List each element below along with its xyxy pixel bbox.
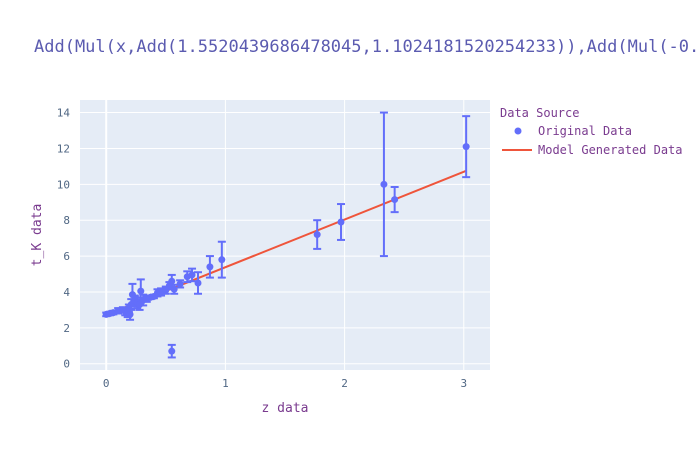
x-tick-label: 2 [341, 377, 348, 390]
data-point[interactable] [176, 280, 184, 288]
legend[interactable]: Data Source Original Data Model Generate… [500, 106, 683, 157]
data-point[interactable] [168, 347, 176, 355]
legend-label-model: Model Generated Data [538, 143, 683, 157]
y-tick-label: 4 [63, 286, 70, 299]
data-point[interactable] [218, 256, 226, 264]
y-tick-labels: 0 2 4 6 8 10 12 14 [57, 107, 71, 371]
plot-area [80, 100, 490, 370]
y-tick-label: 10 [57, 178, 70, 191]
y-tick-label: 14 [57, 107, 71, 120]
data-point[interactable] [337, 218, 345, 226]
x-tick-labels: 0 1 2 3 [103, 377, 467, 390]
data-point[interactable] [126, 310, 134, 318]
legend-marker-original [514, 127, 522, 135]
legend-label-original: Original Data [538, 124, 632, 138]
x-tick-label: 1 [222, 377, 229, 390]
data-point[interactable] [380, 180, 388, 188]
data-point[interactable] [206, 263, 214, 271]
data-point[interactable] [313, 231, 321, 239]
legend-item-original[interactable]: Original Data [514, 124, 632, 138]
y-axis-label: t_K data [30, 204, 45, 267]
y-tick-label: 2 [63, 322, 70, 335]
grid-lines [80, 100, 490, 370]
data-point[interactable] [170, 285, 178, 293]
chart-title: Add(Mul(x,Add(1.5520439686478045,1.10241… [34, 37, 699, 57]
data-point[interactable] [391, 196, 399, 204]
x-axis-label: z data [262, 401, 309, 416]
legend-item-model[interactable]: Model Generated Data [502, 143, 683, 157]
legend-title: Data Source [500, 106, 579, 120]
data-point[interactable] [128, 291, 136, 299]
x-tick-label: 0 [103, 377, 110, 390]
data-points [102, 143, 470, 355]
data-point[interactable] [462, 143, 470, 151]
y-tick-label: 8 [63, 214, 70, 227]
data-point[interactable] [188, 271, 196, 279]
y-tick-label: 12 [57, 142, 70, 155]
y-tick-label: 6 [63, 250, 70, 263]
data-point[interactable] [168, 277, 176, 285]
x-tick-label: 3 [460, 377, 467, 390]
y-tick-label: 0 [63, 358, 70, 371]
data-point[interactable] [194, 279, 202, 287]
data-point[interactable] [137, 287, 145, 295]
